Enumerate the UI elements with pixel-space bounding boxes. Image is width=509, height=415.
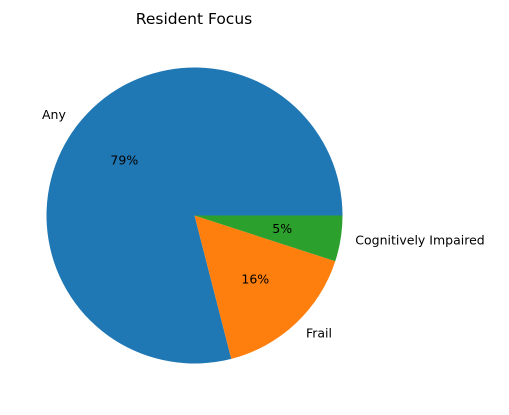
- slice-label-any: Any: [42, 107, 66, 122]
- slice-label-cognitively-impaired: Cognitively Impaired: [355, 232, 484, 247]
- slice-percent-cognitively-impaired: 5%: [272, 221, 292, 236]
- pie-slices: [46, 67, 343, 364]
- slice-percent-frail: 16%: [241, 272, 269, 287]
- chart-title: Resident Focus: [136, 10, 252, 28]
- pie-slice-frail: [194, 215, 336, 359]
- pie-slice-cognitively-impaired: [194, 215, 343, 262]
- slice-label-frail: Frail: [306, 326, 332, 341]
- slice-percent-any: 79%: [110, 153, 138, 168]
- pie-slice-any: [46, 67, 343, 364]
- pie-labels: Any 79% Frail 16% Cognitively Impaired 5%: [42, 107, 485, 340]
